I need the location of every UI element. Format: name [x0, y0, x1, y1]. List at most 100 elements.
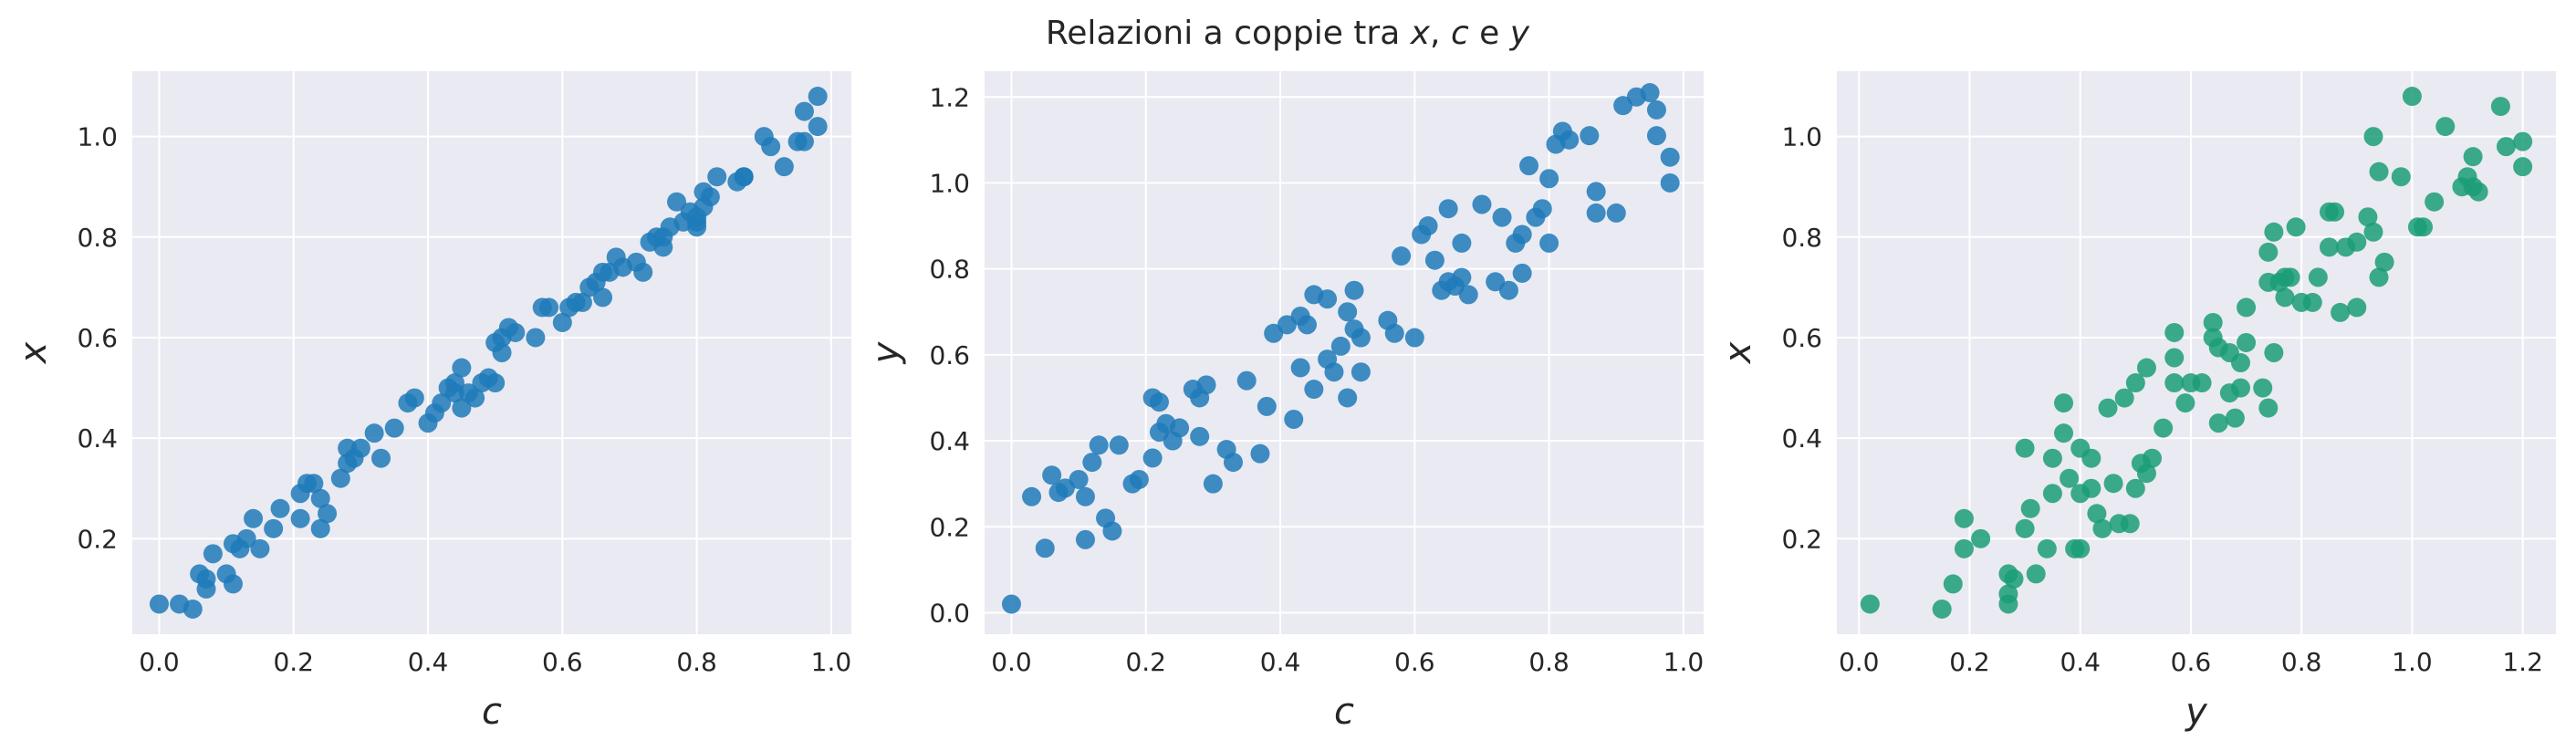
- scatter-point: [364, 423, 384, 443]
- scatter-point: [2264, 222, 2284, 242]
- scatter-point: [633, 262, 653, 282]
- y-tick-label: 0.0: [929, 598, 970, 628]
- scatter-point: [1075, 486, 1095, 506]
- title-part: x: [1410, 15, 1431, 52]
- scatter-point: [370, 448, 391, 468]
- scatter-point: [1932, 599, 1952, 619]
- scatter-point: [1297, 315, 1317, 335]
- x-tick-label: 0.0: [1839, 647, 1880, 677]
- scatter-point: [808, 117, 828, 137]
- y-tick-label: 1.0: [929, 168, 970, 198]
- scatter-point: [1351, 362, 1371, 382]
- scatter-point: [526, 328, 546, 348]
- scatter-point: [2391, 167, 2411, 187]
- scatter-point: [2136, 358, 2156, 378]
- scatter-point: [2154, 418, 2174, 438]
- scatter-point: [593, 287, 613, 308]
- scatter-point: [270, 498, 290, 518]
- scatter-point: [1001, 594, 1021, 614]
- y-axis-label: x: [13, 341, 55, 365]
- scatter-point: [1660, 147, 1680, 167]
- scatter-point: [2164, 322, 2185, 342]
- scatter-point: [1860, 594, 1880, 614]
- scatter-point: [539, 297, 559, 318]
- scatter-point: [196, 568, 216, 589]
- y-tick-label: 0.4: [77, 423, 118, 454]
- scatter-point: [1943, 574, 1963, 594]
- scatter-point: [2414, 217, 2434, 237]
- scatter-point: [384, 418, 404, 438]
- scatter-point: [1318, 289, 1338, 309]
- x-tick-label: 0.6: [2171, 647, 2212, 677]
- scatter-point: [2020, 498, 2040, 518]
- scatter-point: [1290, 358, 1310, 378]
- scatter-point: [774, 157, 794, 177]
- x-tick-label: 0.8: [1528, 647, 1570, 677]
- scatter-point: [492, 343, 512, 362]
- scatter-point: [2054, 393, 2074, 413]
- scatter-point: [149, 594, 169, 614]
- x-tick-label: 0.6: [542, 647, 583, 677]
- scatter-point: [1971, 528, 1991, 548]
- title-part: c: [1451, 15, 1469, 52]
- scatter-point: [1351, 328, 1371, 348]
- scatter-point: [1129, 469, 1149, 489]
- scatter-point: [1404, 328, 1424, 348]
- x-tick-label: 0.4: [2060, 647, 2101, 677]
- subplot-3: 0.0 0.2 0.4 0.6 0.8 1.0 1.2 0.2 0.4 0.6 0.8 1.0 y x: [1717, 71, 2556, 733]
- scatter-point: [2363, 222, 2383, 242]
- scatter-point: [1452, 267, 1472, 287]
- scatter-point: [2331, 302, 2351, 322]
- scatter-point: [1102, 521, 1122, 541]
- scatter-point: [1338, 302, 1358, 322]
- scatter-point: [1539, 169, 1559, 189]
- y-tick-label: 0.6: [77, 323, 118, 353]
- scatter-point: [1452, 233, 1472, 253]
- scatter-point: [318, 504, 338, 524]
- scatter-point: [2347, 297, 2367, 318]
- scatter-point: [2208, 413, 2228, 433]
- scatter-point: [2347, 232, 2367, 252]
- scatter-point: [1519, 156, 1539, 176]
- scatter-point: [1559, 130, 1580, 150]
- scatter-series: [149, 87, 828, 619]
- scatter-point: [2275, 287, 2295, 308]
- scatter-point: [2125, 478, 2145, 498]
- scatter-point: [1660, 172, 1680, 193]
- scatter-point: [2369, 267, 2389, 287]
- title-part: ,: [1430, 15, 1451, 52]
- scatter-point: [1022, 486, 1042, 506]
- y-tick-label: 1.2: [929, 82, 970, 112]
- scatter-point: [2463, 147, 2483, 167]
- scatter-point: [1640, 83, 1660, 103]
- scatter-point: [444, 383, 464, 403]
- scatter-point: [1304, 380, 1324, 400]
- x-tick-label: 1.0: [811, 647, 852, 677]
- scatter-point: [304, 474, 324, 494]
- x-tick-label: 0.2: [1125, 647, 1166, 677]
- scatter-point: [2325, 202, 2345, 222]
- scatter-point: [1384, 323, 1404, 343]
- scatter-point: [1236, 370, 1257, 391]
- x-tick-label: 1.2: [2502, 647, 2543, 677]
- scatter-point: [2286, 217, 2306, 237]
- scatter-point: [2468, 182, 2488, 202]
- scatter-point: [1330, 336, 1351, 356]
- scatter-point: [1069, 469, 1089, 489]
- scatter-point: [1532, 199, 1552, 219]
- scatter-point: [264, 518, 284, 538]
- scatter-point: [1438, 199, 1458, 219]
- x-tick-label: 1.0: [1663, 647, 1705, 677]
- y-tick-label: 0.8: [929, 255, 970, 285]
- scatter-point: [2098, 398, 2118, 418]
- figure-title: Relazioni a coppie tra x, c e y: [1046, 15, 1530, 52]
- scatter-point: [2258, 398, 2279, 418]
- scatter-point: [700, 187, 720, 207]
- x-tick-label: 0.4: [408, 647, 449, 677]
- x-tick-label: 0.0: [139, 647, 180, 677]
- scatter-point: [2125, 373, 2145, 393]
- scatter-point: [2092, 518, 2112, 538]
- y-tick-label: 1.0: [77, 122, 118, 152]
- scatter-point: [1089, 435, 1109, 455]
